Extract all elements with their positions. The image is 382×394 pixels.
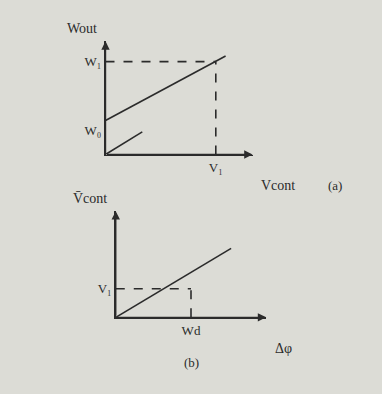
svg-text:V̄cont: V̄cont (73, 191, 107, 206)
svg-text:V₁: V₁ (98, 281, 112, 296)
svg-text:(a): (a) (328, 178, 342, 193)
svg-text:Wd: Wd (182, 323, 201, 338)
svg-text:Wout: Wout (67, 21, 97, 36)
svg-text:(b): (b) (184, 355, 199, 370)
svg-text:V₁: V₁ (209, 160, 223, 175)
svg-text:Δφ: Δφ (275, 341, 292, 356)
svg-text:W₁: W₁ (84, 54, 101, 69)
svg-text:Vcont: Vcont (261, 178, 295, 193)
svg-text:W₀: W₀ (84, 123, 101, 138)
